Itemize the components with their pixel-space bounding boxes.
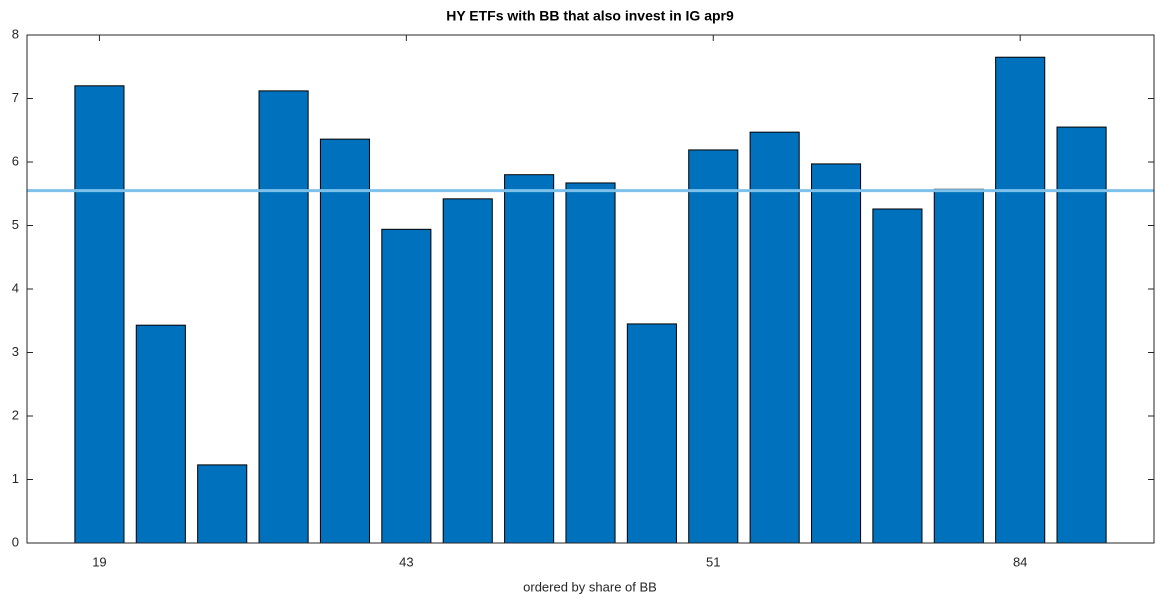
y-tick-label: 0 [12,534,19,549]
bar [688,149,739,544]
bar [1056,126,1107,544]
bar [442,198,493,544]
bar [135,324,186,544]
x-tick-label: 84 [1013,554,1027,569]
y-tick-label: 7 [12,90,19,105]
x-tick-label: 19 [92,554,106,569]
axes-box [26,34,1155,544]
y-tick-label: 6 [12,153,19,168]
bar [995,56,1046,544]
x-axis-label: ordered by share of BB [523,579,657,594]
y-tick-label: 5 [12,217,19,232]
bar [319,138,371,544]
x-tick-label: 51 [706,554,720,569]
y-tick-label: 8 [12,26,19,41]
bar [258,90,309,544]
bar [626,323,677,544]
bar [933,188,984,544]
y-tick-label: 2 [12,407,19,422]
y-tick-label: 4 [12,280,19,295]
bar [810,163,862,544]
y-tick-label: 3 [12,344,19,359]
bar [749,131,800,544]
bar [872,208,923,544]
bar [504,174,555,544]
y-tick-label: 1 [12,471,19,486]
bar [381,228,432,544]
chart-title: HY ETFs with BB that also invest in IG a… [446,8,734,24]
bar [197,464,248,544]
bar [565,182,616,544]
bar [74,85,125,544]
x-tick-label: 43 [399,554,413,569]
